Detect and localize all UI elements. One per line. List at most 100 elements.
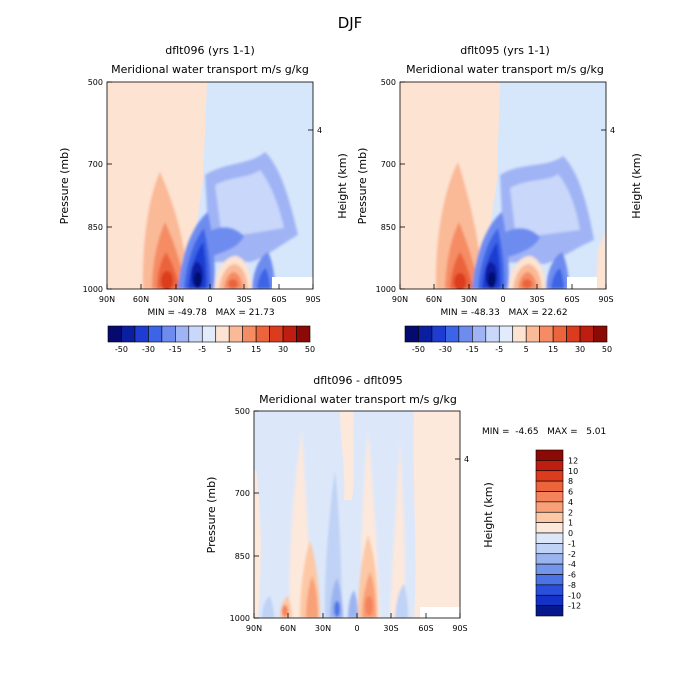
- colorbar: -50 -30 -15 -5 5 15 30 50: [107, 325, 315, 354]
- x-tick-label: 30N: [315, 624, 331, 633]
- colorbar-label: 10: [568, 467, 578, 476]
- colorbar-box: [445, 325, 460, 343]
- colorbar-label: 8: [568, 477, 573, 486]
- colorbar-box: [535, 563, 564, 575]
- colorbar-box: [535, 470, 564, 482]
- right-tick-label: 4: [317, 126, 322, 135]
- colorbar-label: 1: [568, 519, 573, 528]
- colorbar-box: [535, 584, 564, 596]
- colorbar-box: [539, 325, 554, 343]
- colorbar-box: [535, 511, 564, 523]
- panel-title: dflt096 - dflt095: [313, 374, 402, 387]
- colorbar-label: 12: [568, 456, 578, 465]
- contour-neg-lower-core: [334, 601, 340, 617]
- colorbar-label: 50: [305, 345, 315, 354]
- colorbar-box: [404, 325, 419, 343]
- colorbar-box: [535, 553, 564, 565]
- x-tick-label: 60S: [564, 295, 579, 304]
- missing-data-region: [272, 277, 313, 289]
- y-ticks: [254, 410, 460, 619]
- y-tick-label: 1000: [83, 285, 103, 294]
- colorbar-box: [535, 449, 564, 461]
- colorbar-box: [535, 605, 564, 617]
- y-tick-label: 500: [235, 407, 250, 416]
- y-tick-label: 500: [381, 78, 396, 87]
- colorbar-label: -30: [142, 345, 155, 354]
- x-tick-label: 90S: [305, 295, 320, 304]
- colorbar-label: -15: [169, 345, 182, 354]
- colorbar-box: [107, 325, 122, 343]
- contour-neg-trop-core: [488, 272, 496, 288]
- colorbar-box: [485, 325, 500, 343]
- right-tick-label: 4: [610, 126, 615, 135]
- x-tick-label: 30S: [236, 295, 251, 304]
- colorbar-box: [535, 532, 564, 544]
- colorbar-box: [242, 325, 257, 343]
- colorbar-label: -8: [568, 581, 576, 590]
- y-tick-label: 700: [381, 160, 396, 169]
- field-positive-region: [340, 411, 354, 500]
- colorbar-box: [134, 325, 149, 343]
- y-tick-label: 850: [235, 552, 250, 561]
- contour-neg-south: [551, 268, 564, 289]
- colorbar-box: [215, 325, 230, 343]
- x-ticks: [106, 284, 314, 289]
- colorbar-label: -30: [439, 345, 452, 354]
- x-tick-label: 0: [207, 295, 212, 304]
- colorbar-label: 30: [575, 345, 585, 354]
- right-axis-label: Height (km): [630, 153, 643, 219]
- figure-title: DJF: [338, 14, 363, 32]
- colorbar-label: 15: [251, 345, 261, 354]
- contour-pos-lower: [306, 576, 318, 618]
- colorbar-label: -1: [568, 539, 576, 548]
- x-tick-label: 90S: [452, 624, 467, 633]
- x-tick-label: 90S: [598, 295, 613, 304]
- right-axis-label: Height (km): [336, 153, 349, 219]
- colorbar-label: 50: [602, 345, 612, 354]
- y-ticks: [400, 81, 606, 290]
- x-tick-label: 90N: [246, 624, 262, 633]
- colorbar-label: 2: [568, 508, 573, 517]
- colorbar-box: [535, 594, 564, 606]
- y-axis-label: Pressure (mb): [205, 477, 218, 554]
- contour-pos-edge: [596, 230, 606, 289]
- colorbar-box: [552, 325, 567, 343]
- x-tick-label: 0: [500, 295, 505, 304]
- x-ticks: [399, 284, 607, 289]
- contour-neg-lower: [348, 590, 358, 618]
- colorbar-box: [535, 460, 564, 472]
- y-axis-label: Pressure (mb): [58, 148, 71, 225]
- right-axis-label: Height (km): [482, 482, 495, 548]
- colorbar-label: -5: [198, 345, 206, 354]
- y-axis-label: Pressure (mb): [356, 148, 369, 225]
- colorbar-label: -2: [568, 550, 576, 559]
- y-ticks: [107, 81, 313, 290]
- contour-pos-lower-core: [282, 605, 288, 617]
- contour-pos-north-core: [161, 271, 173, 289]
- colorbar-label: 5: [227, 345, 232, 354]
- colorbar-label: -10: [568, 591, 581, 600]
- y-tick-label: 1000: [230, 614, 250, 623]
- colorbar-label: -50: [115, 345, 128, 354]
- colorbar-box: [535, 522, 564, 534]
- x-tick-label: 90N: [392, 295, 408, 304]
- colorbar-box: [535, 491, 564, 503]
- contour-neg-trop-core: [194, 272, 202, 288]
- colorbar-label: 6: [568, 488, 573, 497]
- contour-pos-lower-core: [365, 596, 373, 616]
- contour-neg-mid: [510, 174, 580, 238]
- field-positive-region: [413, 411, 460, 618]
- missing-data-region: [567, 277, 597, 289]
- x-tick-label: 60N: [133, 295, 149, 304]
- colorbar-box: [148, 325, 163, 343]
- colorbar-label: 30: [278, 345, 288, 354]
- colorbar-box: [188, 325, 203, 343]
- x-ticks: [253, 613, 461, 618]
- colorbar-box: [269, 325, 284, 343]
- panel-subtitle: Meridional water transport m/s g/kg: [259, 393, 457, 406]
- colorbar-box: [525, 325, 540, 343]
- x-tick-label: 30N: [461, 295, 477, 304]
- colorbar-box: [418, 325, 433, 343]
